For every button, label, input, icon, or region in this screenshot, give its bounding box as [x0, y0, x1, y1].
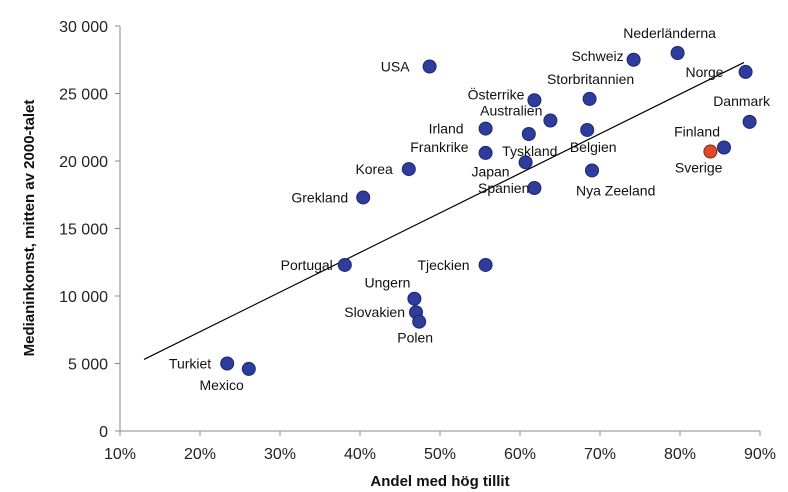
point-japan [518, 155, 533, 170]
point-label-ungern: Ungern [364, 275, 410, 291]
point-label-polen: Polen [397, 330, 433, 346]
point-label-australien: Australien [480, 103, 542, 119]
point-finland [717, 140, 731, 155]
point-grekland [356, 190, 371, 205]
point-label-nya-zeeland: Nya Zeeland [576, 182, 655, 198]
x-tick-label: 60% [504, 446, 536, 463]
y-tick-label: 20 000 [59, 154, 108, 171]
x-tick-label: 30% [264, 446, 296, 463]
point-label-osterrike: Österrike [468, 85, 525, 102]
point-danmark [742, 114, 757, 129]
x-tick-label: 50% [424, 446, 456, 463]
point-nederlanderna [670, 46, 685, 60]
point-label-mexico: Mexico [199, 377, 244, 393]
point-label-spanien: Spanien [478, 180, 529, 196]
y-tick-label: 10 000 [59, 289, 108, 306]
point-mexico [241, 361, 256, 376]
point-tyskland [521, 127, 536, 141]
trendline [143, 61, 745, 360]
point-label-finland: Finland [674, 124, 720, 140]
point-label-grekland: Grekland [291, 189, 348, 205]
x-tick-label: 80% [664, 446, 696, 463]
point-schweiz [626, 52, 641, 67]
point-label-usa: USA [381, 59, 410, 75]
point-label-frankrike: Frankrike [410, 139, 469, 155]
point-osterrike [527, 93, 542, 108]
point-label-korea: Korea [355, 161, 393, 177]
point-tjeckien [478, 257, 493, 272]
point-irland [478, 121, 493, 136]
point-norge [738, 64, 753, 79]
x-tick-label: 70% [584, 446, 616, 463]
point-label-japan: Japan [471, 163, 509, 179]
x-tick-label: 90% [744, 446, 776, 463]
point-korea [401, 162, 416, 177]
point-label-nederlanderna: Nederländerna [623, 25, 716, 41]
point-polen [412, 314, 427, 329]
point-nya-zeeland [585, 163, 599, 178]
x-tick-label: 10% [104, 446, 136, 463]
point-label-belgien: Belgien [570, 139, 617, 155]
y-tick-label: 15 000 [59, 222, 108, 239]
point-australien [543, 113, 558, 128]
x-tick-label: 20% [184, 446, 216, 463]
y-tick-label: 25 000 [59, 87, 108, 104]
point-belgien [580, 122, 595, 137]
y-tick-label: 5 000 [68, 357, 108, 374]
point-portugal [337, 257, 352, 272]
point-label-schweiz: Schweiz [571, 48, 623, 64]
point-storbritannien [582, 91, 597, 106]
point-frankrike [478, 145, 493, 160]
point-label-turkiet: Turkiet [169, 356, 211, 372]
point-label-irland: Irland [429, 121, 464, 137]
point-label-slovakien: Slovakien [344, 304, 405, 320]
point-spanien [527, 181, 542, 195]
point-label-norge: Norge [685, 64, 723, 80]
x-axis-title: Andel med hög tillit [370, 473, 509, 490]
point-label-storbritannien: Storbritannien [547, 71, 634, 87]
point-label-danmark: Danmark [713, 93, 771, 109]
point-turkiet [220, 356, 235, 371]
point-label-tjeckien: Tjeckien [417, 257, 469, 273]
point-sverige [703, 144, 718, 159]
point-label-portugal: Portugal [281, 257, 333, 273]
y-tick-label: 0 [99, 424, 108, 441]
tick-labels: 0 5 000 10 000 15 000 20 000 25 000 30 000 10% 2… [59, 19, 776, 463]
y-axis-title: Medianinkomst, mitten av 2000-talet [21, 100, 38, 357]
point-ungern [407, 291, 422, 306]
point-label-sverige: Sverige [675, 160, 723, 176]
y-tick-label: 30 000 [59, 19, 108, 36]
point-usa [422, 59, 437, 74]
data-points [220, 46, 757, 376]
axes [115, 25, 761, 436]
point-label-tyskland: Tyskland [502, 143, 557, 159]
x-tick-label: 40% [344, 446, 376, 463]
